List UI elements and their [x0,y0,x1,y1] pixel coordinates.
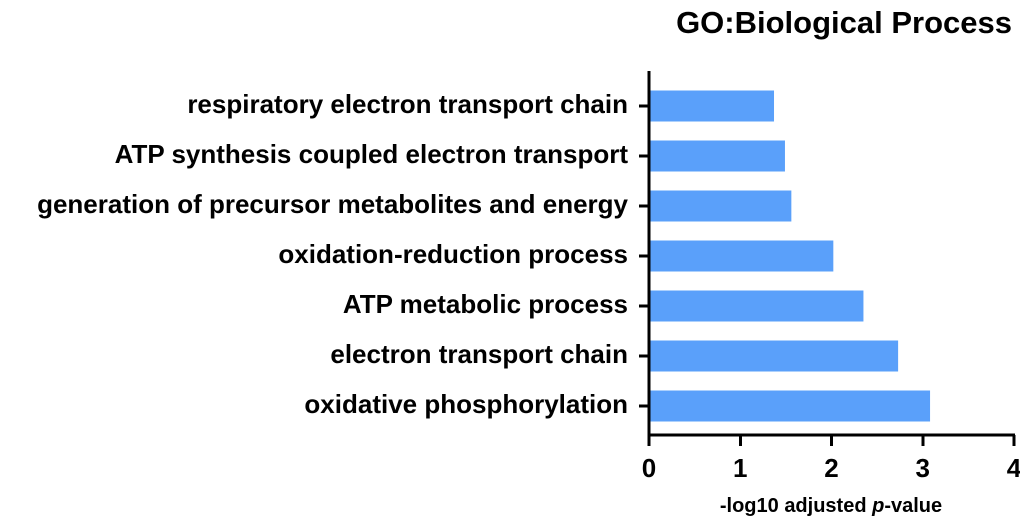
bar [649,240,834,272]
x-tick-label: 0 [642,453,656,483]
x-tick-label: 2 [824,453,838,483]
category-label: ATP metabolic process [343,289,628,319]
category-labels: respiratory electron transport chain ATP … [37,89,649,419]
x-axis-label: -log10 adjusted p-value [720,495,942,517]
category-label: electron transport chain [330,339,628,369]
x-axis-label-prefix: -log10 adjusted [720,495,872,517]
chart-title: GO:Biological Process [676,5,1012,40]
x-tick-label: 3 [916,453,930,483]
category-label: oxidation-reduction process [278,239,628,269]
x-tick-labels: 0 1 2 3 4 [642,453,1020,483]
x-ticks [647,435,1016,446]
category-label: respiratory electron transport chain [187,89,628,119]
bar [649,140,785,172]
x-axis-label-italic: p [871,495,884,517]
bars-group [649,90,931,422]
bar [649,390,931,422]
category-label: generation of precursor metabolites and … [37,189,628,219]
bar [649,340,899,372]
x-tick-label: 1 [733,453,747,483]
category-label: ATP synthesis coupled electron transport [115,139,629,169]
bar [649,190,792,222]
x-tick-label: 4 [1007,453,1020,483]
bar [649,90,775,122]
category-label: oxidative phosphorylation [304,389,628,419]
x-axis-label-suffix: -value [884,495,942,517]
bar [649,290,864,322]
